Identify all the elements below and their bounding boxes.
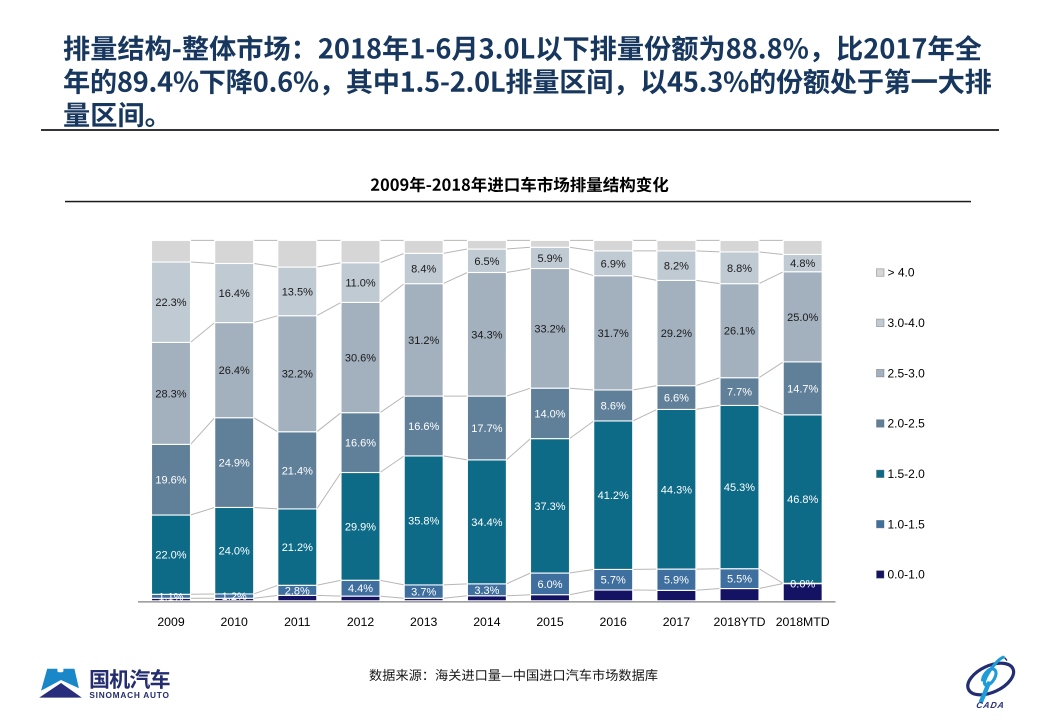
svg-text:8.6%: 8.6% — [601, 401, 626, 413]
svg-text:1.5-2.0: 1.5-2.0 — [888, 467, 926, 481]
svg-text:4.8%: 4.8% — [790, 258, 815, 270]
svg-text:8.4%: 8.4% — [411, 264, 436, 276]
svg-text:41.2%: 41.2% — [598, 490, 629, 502]
svg-text:26.1%: 26.1% — [724, 326, 755, 338]
svg-text:CADA: CADA — [976, 700, 1006, 710]
svg-text:17.7%: 17.7% — [471, 423, 502, 435]
svg-text:6.5%: 6.5% — [474, 256, 499, 268]
svg-text:35.8%: 35.8% — [408, 515, 439, 527]
svg-text:11.0%: 11.0% — [345, 278, 376, 290]
svg-text:14.0%: 14.0% — [534, 408, 565, 420]
svg-text:3.3%: 3.3% — [474, 585, 499, 597]
svg-text:1.0-1.5: 1.0-1.5 — [888, 517, 926, 531]
svg-text:24.0%: 24.0% — [219, 546, 250, 558]
svg-text:3.0-4.0: 3.0-4.0 — [888, 316, 926, 330]
svg-text:2011: 2011 — [284, 615, 311, 629]
svg-text:37.3%: 37.3% — [534, 501, 565, 513]
svg-text:2010: 2010 — [221, 615, 249, 629]
svg-text:33.2%: 33.2% — [534, 323, 565, 335]
svg-text:46.8%: 46.8% — [787, 494, 818, 506]
svg-text:29.2%: 29.2% — [661, 328, 692, 340]
svg-text:34.3%: 34.3% — [471, 329, 502, 341]
svg-text:3.7%: 3.7% — [411, 587, 436, 599]
svg-text:2017: 2017 — [663, 615, 691, 629]
svg-text:22.3%: 22.3% — [155, 297, 186, 309]
svg-text:2016: 2016 — [600, 615, 628, 629]
svg-text:2015: 2015 — [536, 615, 564, 629]
svg-text:8.2%: 8.2% — [664, 261, 689, 273]
svg-text:0.0-1.0: 0.0-1.0 — [888, 568, 926, 582]
svg-text:6.6%: 6.6% — [664, 393, 689, 405]
svg-text:21.4%: 21.4% — [282, 465, 313, 477]
svg-text:4.4%: 4.4% — [348, 583, 373, 595]
svg-text:2.5-3.0: 2.5-3.0 — [888, 366, 926, 380]
svg-text:31.2%: 31.2% — [408, 335, 439, 347]
svg-text:29.9%: 29.9% — [345, 521, 376, 533]
svg-text:30.6%: 30.6% — [345, 353, 376, 365]
svg-text:1.1%: 1.1% — [158, 591, 183, 603]
svg-text:22.0%: 22.0% — [155, 550, 186, 562]
svg-text:2.0-2.5: 2.0-2.5 — [888, 417, 926, 431]
svg-text:2014: 2014 — [473, 615, 501, 629]
svg-text:31.7%: 31.7% — [598, 328, 629, 340]
svg-text:> 4.0: > 4.0 — [888, 266, 915, 280]
svg-text:44.3%: 44.3% — [661, 484, 692, 496]
svg-text:16.4%: 16.4% — [219, 288, 250, 300]
svg-text:25.0%: 25.0% — [787, 312, 818, 324]
svg-text:16.6%: 16.6% — [408, 421, 439, 433]
svg-text:24.9%: 24.9% — [219, 458, 250, 470]
svg-text:14.7%: 14.7% — [787, 383, 818, 395]
svg-text:2.8%: 2.8% — [285, 585, 310, 597]
svg-text:8.8%: 8.8% — [727, 263, 752, 275]
svg-text:7.7%: 7.7% — [727, 387, 752, 399]
svg-text:0.0%: 0.0% — [790, 579, 815, 591]
svg-text:13.5%: 13.5% — [282, 286, 313, 298]
svg-text:19.6%: 19.6% — [155, 475, 186, 487]
svg-text:2012: 2012 — [347, 615, 375, 629]
svg-text:28.3%: 28.3% — [155, 388, 186, 400]
svg-text:1.2%: 1.2% — [222, 591, 247, 603]
svg-text:2018MTD: 2018MTD — [776, 615, 830, 629]
svg-text:2009: 2009 — [157, 615, 185, 629]
svg-text:6.9%: 6.9% — [601, 258, 626, 270]
svg-text:2013: 2013 — [410, 615, 438, 629]
svg-text:5.7%: 5.7% — [601, 575, 626, 587]
svg-text:16.6%: 16.6% — [345, 438, 376, 450]
svg-text:2018YTD: 2018YTD — [714, 615, 766, 629]
svg-text:26.4%: 26.4% — [219, 365, 250, 377]
svg-text:21.2%: 21.2% — [282, 542, 313, 554]
svg-text:SINOMACH AUTO: SINOMACH AUTO — [89, 690, 169, 700]
svg-text:32.2%: 32.2% — [282, 369, 313, 381]
svg-text:34.4%: 34.4% — [471, 517, 502, 529]
svg-text:5.9%: 5.9% — [664, 575, 689, 587]
svg-text:5.9%: 5.9% — [537, 253, 562, 265]
svg-text:6.0%: 6.0% — [537, 579, 562, 591]
svg-text:5.5%: 5.5% — [727, 574, 752, 586]
svg-text:45.3%: 45.3% — [724, 482, 755, 494]
